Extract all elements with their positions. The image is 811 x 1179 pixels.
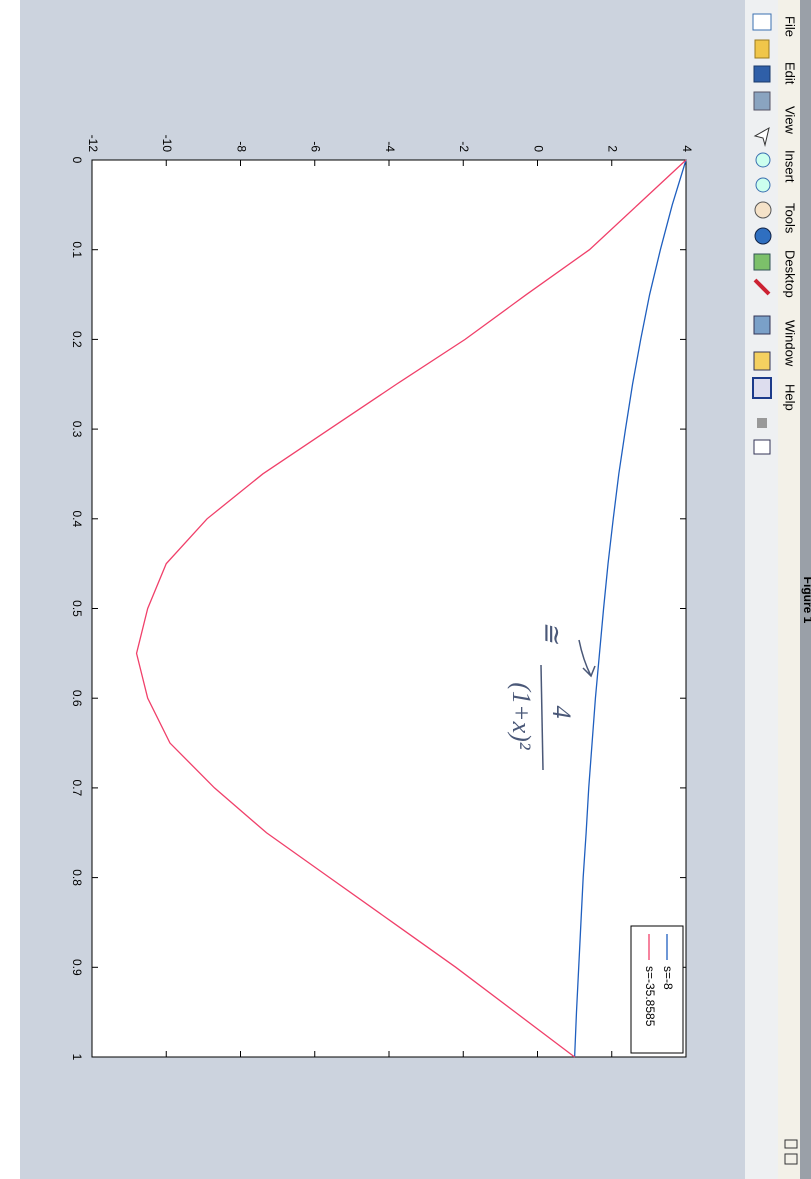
annotation-numerator: 4: [547, 706, 576, 719]
save-icon[interactable]: [754, 66, 770, 82]
menu-item[interactable]: Window: [783, 320, 798, 367]
legend-icon[interactable]: [753, 378, 771, 398]
y-tick-label: 4: [680, 145, 694, 152]
zoom-out-icon[interactable]: [756, 178, 770, 192]
y-tick-label: -8: [234, 141, 248, 152]
menu-item[interactable]: Tools: [783, 203, 798, 234]
x-tick-label: 1: [70, 1054, 84, 1061]
show-icon[interactable]: [754, 440, 770, 454]
open-icon[interactable]: [755, 40, 769, 58]
menu-item[interactable]: File: [783, 16, 798, 37]
page: Figure 1 File Edit View Insert Tools Desktop W…: [0, 0, 811, 1179]
window-title: Figure 1: [801, 577, 811, 624]
menu-item[interactable]: View: [783, 106, 798, 135]
y-tick-label: -12: [86, 135, 100, 153]
y-tick-label: 0: [531, 145, 545, 152]
pan-icon[interactable]: [755, 202, 771, 218]
menu-item[interactable]: Edit: [783, 62, 798, 85]
menu-item[interactable]: Desktop: [783, 250, 798, 298]
y-tick-label: -4: [383, 141, 397, 152]
zoom-in-icon[interactable]: [756, 153, 770, 167]
menu: File Edit View Insert Tools Desktop Window Help: [783, 16, 798, 411]
x-tick-label: 0.8: [70, 869, 84, 886]
x-tick-label: 0.4: [70, 510, 84, 527]
rotate-icon[interactable]: [755, 228, 771, 244]
x-tick-label: 0.7: [70, 780, 84, 797]
plot-area: [92, 160, 686, 1057]
y-tick-label: -6: [309, 141, 323, 152]
new-icon[interactable]: [753, 14, 771, 30]
x-tick-label: 0.1: [70, 241, 84, 258]
y-tick-label: -10: [160, 135, 174, 153]
link-icon[interactable]: [754, 316, 770, 334]
annotation-relation: ≅: [537, 621, 566, 644]
colorbar-icon[interactable]: [754, 352, 770, 370]
x-tick-label: 0: [70, 157, 84, 164]
screenshot: Figure 1 File Edit View Insert Tools Desktop W…: [0, 0, 811, 1179]
legend-label: s=-35.8585: [643, 966, 657, 1027]
hide-icon[interactable]: [757, 418, 767, 428]
x-tick-label: 0.5: [70, 600, 84, 617]
datacursor-icon[interactable]: [754, 254, 770, 270]
x-tick-label: 0.3: [70, 421, 84, 438]
y-tick-label: -2: [457, 141, 471, 152]
menu-item[interactable]: Insert: [783, 150, 798, 183]
toolbar-icons: [753, 14, 771, 454]
figure-window: Figure 1 File Edit View Insert Tools Desktop W…: [20, 0, 811, 1179]
toolbar: [745, 0, 778, 1179]
x-tick-label: 0.6: [70, 690, 84, 707]
menu-item[interactable]: Help: [783, 384, 798, 411]
x-tick-label: 0.9: [70, 959, 84, 976]
legend-label: s=-8: [661, 966, 675, 990]
x-tick-label: 0.2: [70, 331, 84, 348]
annotation-denominator: (1+x)²: [507, 682, 536, 750]
print-icon[interactable]: [754, 92, 770, 110]
y-tick-label: 2: [606, 145, 620, 152]
